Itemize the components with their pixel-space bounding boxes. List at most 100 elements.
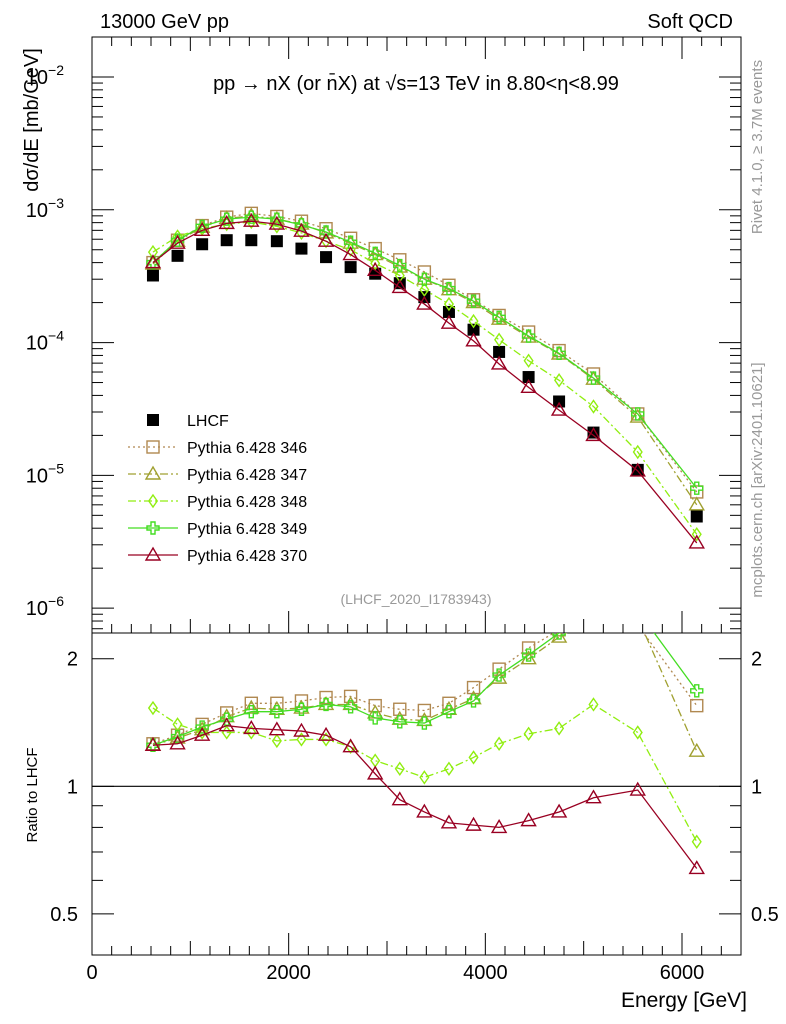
y-axis-label-main: dσ/dE [mb/GeV] bbox=[21, 48, 43, 192]
legend-label: Pythia 6.428 349 bbox=[187, 521, 307, 538]
data-point bbox=[343, 235, 358, 249]
data-point bbox=[688, 496, 705, 511]
series-pythia-6-428-347 bbox=[144, 207, 705, 511]
data-point bbox=[442, 278, 456, 292]
analysis-tag: (LHCF_2020_I1783943) bbox=[341, 591, 492, 607]
data-point bbox=[147, 244, 159, 260]
x-tick-label: 2000 bbox=[266, 962, 311, 984]
ratio-point bbox=[320, 732, 332, 747]
data-point bbox=[218, 214, 235, 230]
ratio-plot-frame bbox=[91, 632, 742, 956]
data-point bbox=[522, 371, 535, 384]
ratio-line bbox=[152, 633, 698, 746]
ratio-point bbox=[554, 721, 565, 736]
data-point bbox=[171, 249, 184, 262]
ratio-point bbox=[218, 717, 235, 732]
ratio-point bbox=[585, 789, 602, 804]
series-line bbox=[152, 216, 698, 489]
data-point bbox=[270, 235, 283, 248]
data-point bbox=[521, 329, 536, 343]
ratio-point bbox=[588, 604, 600, 616]
ratio-point bbox=[690, 698, 704, 713]
data-point bbox=[554, 373, 565, 388]
legend-marker bbox=[147, 493, 159, 509]
data-point bbox=[440, 314, 458, 329]
data-point bbox=[466, 294, 481, 308]
data-point bbox=[369, 267, 382, 280]
y-tick-exp: −6 bbox=[48, 593, 64, 609]
ratio-point bbox=[342, 696, 359, 711]
data-point bbox=[220, 212, 234, 226]
ratio-point bbox=[443, 761, 455, 777]
data-point bbox=[243, 212, 260, 227]
legend-marker bbox=[144, 546, 162, 561]
legend-label: Pythia 6.428 346 bbox=[187, 440, 307, 457]
ratio-point bbox=[394, 761, 405, 777]
data-point bbox=[146, 269, 159, 282]
data-point bbox=[345, 242, 356, 257]
data-point bbox=[320, 251, 333, 264]
y-tick-label: 10−6 bbox=[26, 593, 64, 620]
y-tick-base: 10 bbox=[26, 333, 48, 355]
ratio-point bbox=[521, 641, 536, 655]
ratio-point bbox=[632, 619, 644, 631]
x-axis-label: Energy [GeV] bbox=[621, 989, 747, 1012]
data-point bbox=[268, 215, 286, 230]
data-point bbox=[294, 218, 309, 232]
legend-marker bbox=[146, 440, 160, 454]
ratio-point bbox=[440, 814, 458, 829]
ratio-point bbox=[319, 697, 333, 712]
ratio-point bbox=[465, 816, 482, 831]
ratio-point bbox=[632, 725, 643, 740]
data-point bbox=[587, 426, 600, 439]
legend: LHCF Pythia 6.428 346 Pythia 6.428 347 Pyth… bbox=[128, 413, 307, 565]
ratio-tick-label-right: 2 bbox=[751, 649, 762, 671]
series-lhcf bbox=[146, 234, 703, 523]
data-point bbox=[442, 305, 455, 318]
data-point bbox=[317, 232, 335, 247]
data-point bbox=[416, 295, 433, 310]
data-point bbox=[169, 234, 186, 249]
y-tick-exp: −5 bbox=[48, 460, 64, 476]
data-point bbox=[443, 296, 455, 312]
ratio-line bbox=[152, 725, 698, 869]
ratio-point bbox=[296, 732, 307, 747]
data-point bbox=[193, 221, 211, 237]
ratio-point bbox=[293, 722, 310, 737]
ratio-tick-label-left: 1 bbox=[67, 776, 78, 798]
header-right: Soft QCD bbox=[647, 11, 733, 33]
ratio-tick-label-right: 0.5 bbox=[751, 904, 779, 926]
ratio-point bbox=[523, 726, 534, 742]
data-point bbox=[244, 210, 258, 224]
ratio-point bbox=[243, 719, 260, 735]
ratio-point bbox=[494, 736, 505, 752]
data-point bbox=[490, 310, 508, 325]
data-point bbox=[220, 234, 233, 247]
ratio-point bbox=[197, 725, 208, 740]
data-point bbox=[585, 426, 602, 442]
ratio-point bbox=[268, 700, 286, 715]
data-point bbox=[170, 233, 185, 247]
legend-label: LHCF bbox=[187, 413, 229, 430]
ratio-point bbox=[691, 834, 702, 849]
data-point bbox=[688, 534, 705, 549]
data-point bbox=[144, 254, 162, 269]
ratio-point bbox=[271, 733, 282, 749]
data-point bbox=[494, 332, 505, 347]
ratio-point bbox=[220, 712, 234, 726]
legend-marker bbox=[146, 521, 160, 535]
ratio-point bbox=[294, 694, 309, 708]
legend-label: Pythia 6.428 347 bbox=[187, 467, 307, 484]
data-point bbox=[629, 462, 646, 477]
data-point bbox=[245, 234, 258, 247]
data-point bbox=[442, 281, 456, 296]
legend-label: Pythia 6.428 370 bbox=[187, 548, 307, 565]
series-line bbox=[152, 212, 698, 493]
ratio-point bbox=[244, 696, 259, 710]
ratio-point bbox=[343, 689, 358, 704]
y-tick-exp: −3 bbox=[48, 195, 64, 211]
ratio-point bbox=[468, 750, 479, 765]
ratio-point bbox=[343, 700, 358, 714]
legend-marker bbox=[147, 414, 159, 426]
data-point bbox=[417, 265, 432, 279]
